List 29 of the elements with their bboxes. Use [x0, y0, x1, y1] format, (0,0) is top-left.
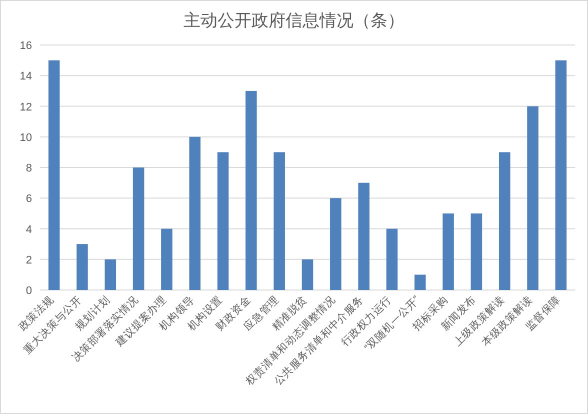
- bar: [246, 90, 257, 290]
- y-tick-label: 10: [20, 132, 32, 144]
- bar: [442, 213, 454, 290]
- bar: [498, 152, 510, 290]
- bar: [189, 136, 200, 290]
- bar: [470, 213, 482, 290]
- y-tick-label: 16: [20, 40, 32, 52]
- y-tick-label: 4: [26, 224, 32, 236]
- y-tick-label: 14: [20, 70, 32, 83]
- bar: [414, 274, 426, 290]
- bar: [104, 259, 116, 290]
- y-tick-label: 2: [26, 254, 32, 266]
- bar: [48, 60, 60, 290]
- y-tick-label: 6: [26, 193, 32, 206]
- bar: [217, 152, 229, 290]
- bar: [358, 182, 370, 290]
- bar: [330, 198, 342, 290]
- y-tick-label: 0: [26, 285, 32, 297]
- chart-title: 主动公开政府信息情况（条）: [184, 11, 404, 30]
- y-tick-label: 12: [20, 101, 32, 114]
- y-tick-label: 8: [26, 162, 32, 174]
- bar: [76, 244, 88, 290]
- bar: [132, 168, 144, 290]
- bar: [527, 106, 538, 290]
- bar: [555, 60, 567, 290]
- bar: [386, 228, 398, 290]
- bar: [274, 152, 285, 290]
- bar: [161, 228, 172, 290]
- bar: [302, 259, 314, 290]
